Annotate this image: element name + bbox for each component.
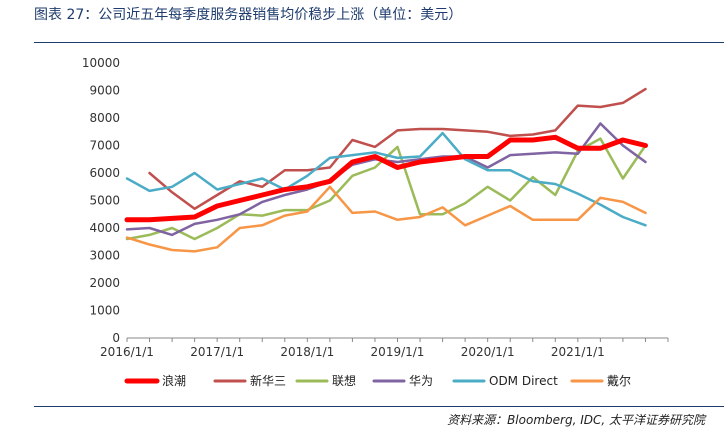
series-line-2	[125, 137, 647, 241]
legend-label: 华为	[409, 374, 433, 388]
title-divider	[34, 42, 724, 43]
figure-title: 图表 27：公司近五年每季度服务器销售均价稳步上涨（单位：美元）	[34, 7, 463, 23]
x-tick-label: 2021/1/1	[551, 345, 605, 359]
line-chart: 0 1000 2000 3000 4000 5000 6000 7000 8000 9000 100…	[82, 56, 669, 388]
y-tick-label: 4000	[89, 221, 120, 235]
legend-label: 浪潮	[162, 373, 186, 388]
source-note: 资料来源：Bloomberg, IDC, 太平洋证券研究院	[447, 413, 705, 427]
series-line-4	[125, 131, 647, 227]
y-tick-label: 6000	[89, 166, 120, 180]
y-axis: 0 1000 2000 3000 4000 5000 6000 7000 8000 9000 100…	[82, 56, 120, 345]
x-axis: 2016/1/1 2017/1/1 2018/1/1 2019/1/1 2020/1/1…	[100, 337, 669, 359]
y-tick-label: 3000	[89, 249, 120, 263]
y-tick-label: 0	[112, 331, 120, 345]
y-tick-label: 2000	[89, 276, 120, 290]
x-tick-label: 2016/1/1	[100, 345, 154, 359]
legend: 浪潮 新华三 联想 华为 ODM Direct 戴尔	[124, 373, 631, 388]
series-line-0	[124, 134, 648, 223]
y-tick-label: 8000	[89, 111, 120, 125]
x-tick-label: 2020/1/1	[461, 345, 515, 359]
legend-label: 戴尔	[607, 373, 631, 388]
source-divider	[34, 406, 724, 407]
x-tick-label: 2018/1/1	[280, 345, 334, 359]
y-tick-label: 10000	[82, 56, 120, 70]
legend-label: 新华三	[250, 373, 286, 388]
y-tick-label: 1000	[89, 304, 120, 318]
series-lines	[124, 87, 648, 253]
legend-label: 联想	[332, 373, 356, 388]
y-tick-label: 9000	[89, 84, 120, 98]
x-tick-label: 2017/1/1	[190, 345, 244, 359]
x-tick-label: 2019/1/1	[371, 345, 425, 359]
y-tick-label: 5000	[89, 194, 120, 208]
series-line-5	[125, 185, 647, 253]
legend-label: ODM Direct	[489, 374, 558, 388]
y-tick-label: 7000	[89, 139, 120, 153]
